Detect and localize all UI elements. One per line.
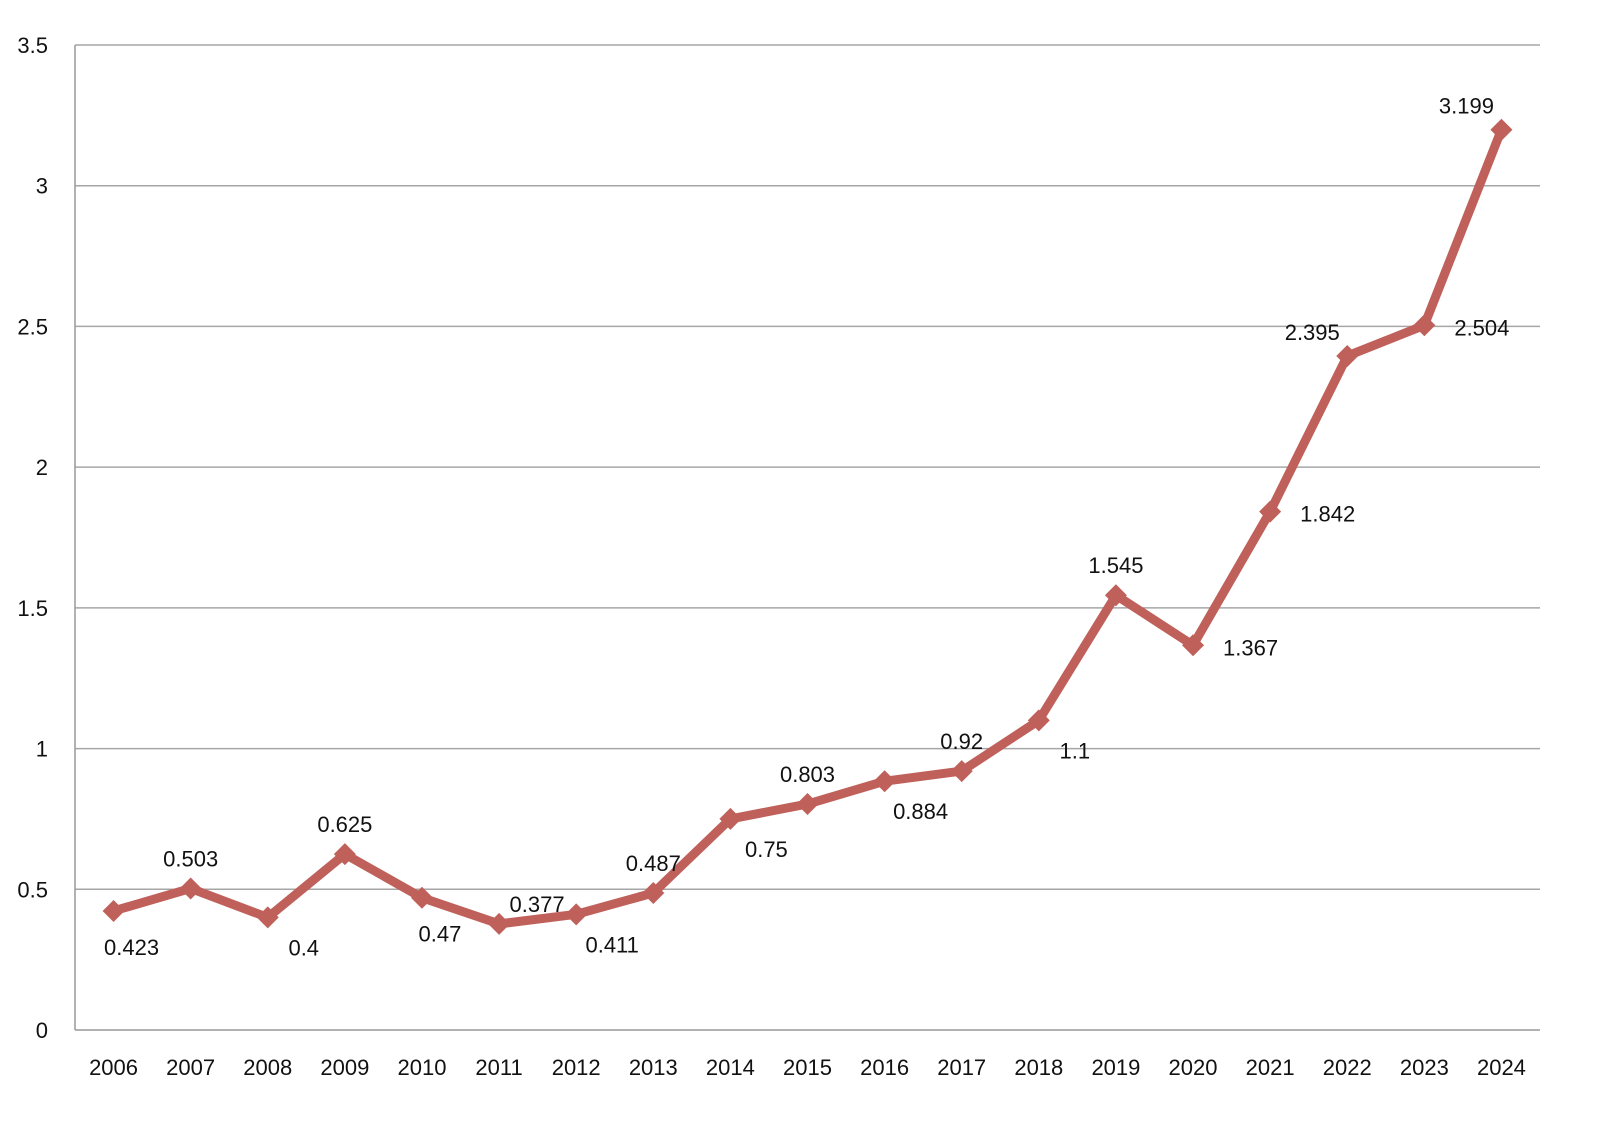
- data-point-marker: [565, 903, 588, 926]
- y-tick-label: 3.5: [17, 33, 48, 58]
- data-point-marker: [1182, 634, 1205, 657]
- data-point-marker: [719, 807, 742, 830]
- data-label: 0.487: [626, 851, 681, 876]
- data-point-marker: [333, 843, 356, 866]
- x-tick-label: 2010: [397, 1055, 446, 1080]
- data-point-marker: [102, 899, 125, 922]
- data-point-marker: [950, 760, 973, 783]
- x-tick-label: 2018: [1014, 1055, 1063, 1080]
- data-label: 3.199: [1439, 94, 1494, 119]
- data-label: 0.884: [893, 799, 948, 824]
- x-tick-label: 2024: [1477, 1055, 1526, 1080]
- y-tick-label: 2.5: [17, 314, 48, 339]
- data-point-marker: [1104, 584, 1127, 607]
- y-tick-label: 0: [36, 1018, 48, 1043]
- data-label: 0.92: [940, 729, 983, 754]
- x-tick-label: 2019: [1091, 1055, 1140, 1080]
- data-point-marker: [410, 886, 433, 909]
- data-label: 0.47: [419, 922, 462, 947]
- data-label: 0.803: [780, 762, 835, 787]
- y-axis-ticks: 0 0.5 1 1.5 2 2.5 3 3.5: [17, 33, 48, 1043]
- data-label: 2.395: [1285, 320, 1340, 345]
- data-label: 1.1: [1060, 738, 1091, 763]
- data-label: 0.75: [745, 837, 788, 862]
- x-tick-label: 2008: [243, 1055, 292, 1080]
- data-point-marker: [1490, 118, 1513, 141]
- data-labels: 0.423 0.503 0.4 0.625 0.47 0.377 0.411 0.487 0.7…: [104, 94, 1509, 961]
- y-tick-label: 1.5: [17, 596, 48, 621]
- data-point-marker: [488, 912, 511, 935]
- gridlines: [74, 44, 1540, 1031]
- data-label: 1.367: [1223, 635, 1278, 660]
- x-tick-label: 2006: [89, 1055, 138, 1080]
- data-label: 0.377: [510, 892, 565, 917]
- data-label: 0.423: [104, 935, 159, 960]
- x-axis-ticks: 2006 2007 2008 2009 2010 2011 2012 2013 2014 2015…: [89, 1055, 1526, 1080]
- data-point-marker: [1413, 314, 1436, 337]
- data-point-marker: [1027, 709, 1050, 732]
- x-tick-label: 2021: [1246, 1055, 1295, 1080]
- series-markers: [102, 118, 1513, 935]
- data-point-marker: [1336, 344, 1359, 367]
- x-tick-label: 2012: [552, 1055, 601, 1080]
- x-tick-label: 2023: [1400, 1055, 1449, 1080]
- x-tick-label: 2014: [706, 1055, 755, 1080]
- x-tick-label: 2022: [1323, 1055, 1372, 1080]
- data-point-marker: [873, 770, 896, 793]
- x-tick-label: 2011: [475, 1055, 522, 1080]
- data-label: 0.625: [317, 812, 372, 837]
- x-tick-label: 2007: [166, 1055, 215, 1080]
- data-point-marker: [256, 906, 279, 929]
- data-label: 0.503: [163, 846, 218, 871]
- data-point-marker: [642, 881, 665, 904]
- y-tick-label: 3: [36, 174, 48, 199]
- data-point-marker: [179, 877, 202, 900]
- y-tick-label: 2: [36, 455, 48, 480]
- x-tick-label: 2016: [860, 1055, 909, 1080]
- data-label: 1.842: [1300, 502, 1355, 527]
- y-tick-label: 0.5: [17, 877, 48, 902]
- data-label: 0.411: [585, 932, 638, 957]
- x-tick-label: 2013: [629, 1055, 678, 1080]
- y-tick-label: 1: [36, 737, 48, 762]
- data-label: 0.4: [288, 935, 319, 960]
- x-tick-label: 2017: [937, 1055, 986, 1080]
- x-tick-label: 2015: [783, 1055, 832, 1080]
- data-label: 1.545: [1088, 553, 1143, 578]
- data-point-marker: [1259, 500, 1282, 523]
- x-tick-label: 2020: [1169, 1055, 1218, 1080]
- x-tick-label: 2009: [320, 1055, 369, 1080]
- data-point-marker: [796, 793, 819, 816]
- data-label: 2.504: [1454, 315, 1509, 340]
